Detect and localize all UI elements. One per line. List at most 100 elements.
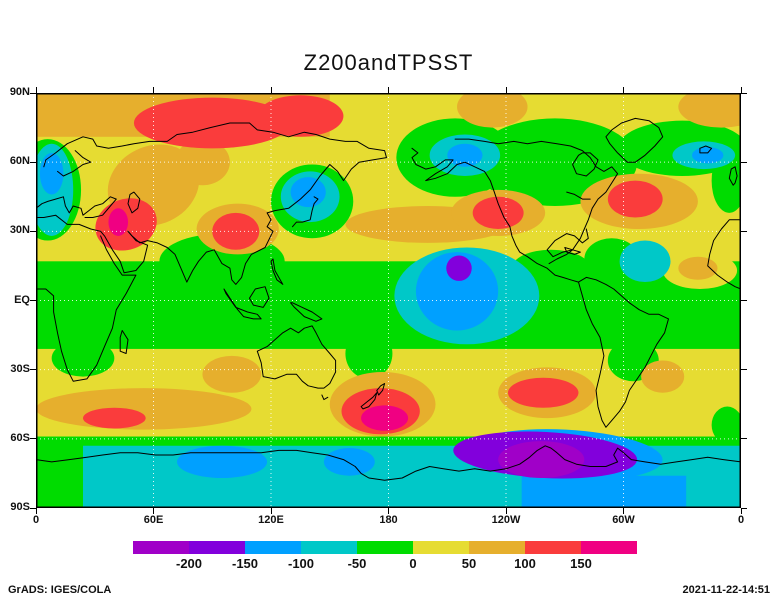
contour-region	[678, 93, 741, 128]
coastline	[321, 394, 329, 401]
contour-region	[447, 143, 483, 167]
coastline	[119, 330, 129, 354]
coastline	[223, 288, 262, 320]
axis-tick	[740, 508, 742, 514]
coastline	[566, 191, 591, 200]
axis-tick	[741, 300, 747, 301]
axis-tick	[741, 369, 747, 371]
y-axis-label: 60S	[10, 431, 30, 444]
coastline	[36, 196, 117, 218]
footer-timestamp: 2021-11-22-14:51	[682, 584, 770, 596]
y-axis-label: 30N	[9, 224, 30, 237]
contour-region	[711, 406, 741, 444]
colorbar-label: -200	[175, 556, 203, 571]
colorbar-segment	[301, 541, 357, 554]
coastline	[376, 383, 386, 396]
axis-tick	[388, 508, 389, 514]
coastline	[572, 152, 599, 177]
colorbar-segment	[357, 541, 413, 554]
contour-region	[212, 212, 260, 250]
axis-tick	[30, 230, 36, 232]
coastline	[578, 276, 669, 428]
colorbar-segment	[581, 541, 637, 554]
contour-region	[361, 405, 409, 431]
x-axis-label: 0	[32, 514, 40, 526]
coastline	[728, 166, 738, 186]
contour-region	[521, 475, 687, 508]
contour-region	[692, 147, 724, 164]
colorbar-label: -150	[231, 556, 259, 571]
contour-region	[177, 445, 268, 479]
y-axis-label: EQ	[14, 293, 30, 306]
axis-tick	[30, 92, 36, 94]
contour-region	[175, 139, 230, 186]
contour-region	[507, 377, 579, 408]
y-axis-label: 60N	[9, 155, 30, 168]
axis-tick	[505, 87, 507, 93]
footer-grads-credit: GrADS: IGES/COLA	[8, 584, 112, 596]
x-axis-label: 60E	[143, 514, 164, 526]
axis-tick	[30, 438, 36, 440]
coastline	[36, 214, 102, 232]
x-axis-label: 60W	[612, 514, 635, 526]
contour-region	[607, 180, 663, 218]
axis-tick	[30, 369, 36, 371]
coastline	[605, 117, 664, 163]
coastline	[699, 145, 713, 154]
contour-region	[83, 407, 146, 429]
coastline	[127, 191, 141, 214]
axis-tick	[153, 508, 154, 514]
contour-region	[51, 339, 115, 377]
axis-tick	[153, 87, 154, 93]
coastline	[290, 302, 323, 322]
contour-region	[257, 95, 344, 137]
x-axis-label: 0	[737, 514, 745, 526]
colorbar	[133, 541, 637, 554]
y-axis-label: 30S	[10, 362, 30, 375]
axis-tick	[30, 300, 36, 301]
axis-tick	[505, 508, 507, 514]
colorbar-segment	[525, 541, 581, 554]
axis-tick	[741, 230, 747, 232]
colorbar-label: 150	[570, 556, 592, 571]
axis-tick	[623, 87, 624, 93]
filled-contour-map	[36, 93, 741, 508]
coastline	[249, 286, 270, 308]
contour-region	[36, 388, 252, 430]
coastline	[360, 392, 378, 410]
plot-title: Z200andTPSST	[303, 50, 474, 75]
contour-region	[108, 208, 129, 236]
contour-region	[39, 152, 64, 195]
axis-tick	[388, 87, 389, 93]
axis-tick	[270, 508, 272, 514]
axis-tick	[30, 161, 36, 163]
coastline	[546, 228, 589, 258]
axis-tick	[30, 507, 36, 509]
map-plot-area	[36, 93, 741, 508]
contour-region	[323, 448, 375, 476]
colorbar-label: 50	[461, 556, 477, 571]
coastline	[100, 230, 149, 274]
x-axis-label: 120E	[258, 514, 284, 526]
colorbar-segment	[189, 541, 245, 554]
axis-tick	[741, 507, 747, 509]
coastline	[43, 122, 387, 285]
axis-tick	[741, 438, 747, 440]
contour-region	[446, 255, 472, 281]
axis-tick	[35, 87, 37, 93]
coastline	[57, 150, 92, 177]
contour-region	[202, 355, 262, 393]
y-axis-label: 90N	[9, 86, 30, 98]
axis-tick	[270, 87, 272, 93]
x-axis-label: 180	[379, 514, 398, 526]
contour-region	[415, 252, 499, 331]
colorbar-label: 0	[409, 556, 417, 571]
axis-tick	[35, 508, 37, 514]
coastline	[270, 258, 284, 285]
coastline	[454, 138, 619, 265]
x-axis-label: 120W	[491, 514, 521, 526]
contour-region	[619, 240, 671, 283]
axis-tick	[741, 92, 747, 94]
colorbar-segment	[413, 541, 469, 554]
